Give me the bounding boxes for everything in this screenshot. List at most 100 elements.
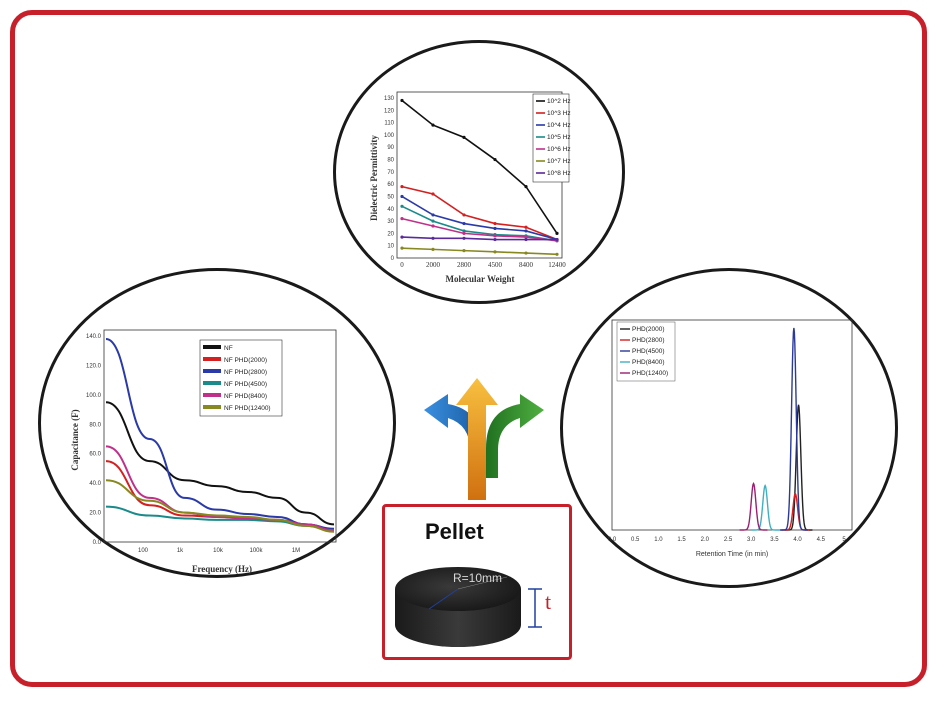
top-data-point (462, 229, 466, 233)
top-data-point (400, 185, 404, 189)
top-data-point (493, 234, 497, 238)
top-data-point (431, 192, 435, 196)
top-data-point (400, 204, 404, 208)
top-x-tick: 12400 (548, 261, 566, 269)
top-series-line (401, 99, 558, 234)
right-x-axis-label: Retention Time (in min) (696, 551, 768, 558)
top-x-tick: 8400 (519, 261, 534, 269)
top-legend-label: 10^3 Hz (547, 110, 571, 117)
left-legend-swatch (203, 357, 221, 361)
top-y-tick: 120 (384, 108, 395, 114)
left-legend-label: NF PHD(2000) (224, 357, 267, 364)
top-x-axis-label: Molecular Weight (446, 274, 515, 284)
right-circle (560, 268, 898, 588)
top-data-point (493, 237, 497, 242)
left-legend-label: NF PHD(12400) (224, 405, 271, 412)
left-legend-label: NF PHD(8400) (224, 393, 267, 400)
top-y-tick: 80 (387, 158, 394, 164)
left-x-axis-label: Frequency (Hz) (192, 564, 252, 574)
right-legend-label: PHD(2000) (632, 326, 665, 333)
radius-label: R=10mm (453, 571, 503, 585)
top-legend-label: 10^2 Hz (547, 98, 571, 105)
top-y-tick: 110 (384, 121, 394, 127)
top-data-point (400, 98, 404, 103)
right-plot-frame (611, 319, 853, 531)
left-x-tick: 10k (213, 548, 224, 554)
thickness-bracket-icon (528, 588, 542, 628)
top-y-tick: 100 (384, 133, 395, 139)
top-data-point (524, 185, 528, 189)
left-series-line (105, 445, 335, 532)
top-legend-label: 10^8 Hz (547, 170, 571, 177)
top-data-point (431, 213, 435, 217)
top-legend-label: 10^4 Hz (547, 122, 571, 129)
top-y-tick: 50 (387, 194, 394, 200)
right-x-tick: 3.0 (747, 537, 756, 543)
top-series-line (401, 205, 558, 242)
top-data-point (524, 225, 528, 229)
left-legend-swatch (203, 369, 221, 373)
left-x-tick: 100k (249, 548, 263, 554)
top-data-point (431, 247, 435, 251)
top-y-tick: 40 (387, 207, 394, 213)
left-y-tick: 40.0 (89, 481, 101, 487)
left-legend-box (199, 339, 283, 417)
left-y-axis-label: Capacitance (F) (70, 409, 80, 470)
top-data-point (462, 135, 466, 139)
top-series-line (401, 247, 558, 256)
top-y-tick: 0 (391, 256, 395, 262)
top-data-point (524, 237, 528, 242)
left-legend-swatch (203, 381, 221, 385)
left-y-tick: 140.0 (86, 334, 102, 340)
left-plot-frame (103, 329, 337, 543)
top-data-point (462, 249, 466, 253)
right-x-tick: 2.5 (724, 537, 733, 543)
top-data-point (493, 250, 497, 254)
top-data-point (400, 194, 404, 199)
pellet-disk-illustration (395, 567, 521, 647)
right-x-tick: 5 (842, 537, 846, 543)
right-series-peak (751, 484, 780, 531)
top-data-point (400, 246, 404, 250)
top-series-line (401, 236, 557, 241)
top-x-tick: 0 (400, 261, 404, 269)
right-legend-label: PHD(2800) (632, 337, 665, 344)
left-series-line (105, 401, 335, 526)
left-y-tick: 0.0 (93, 540, 102, 546)
right-legend-label: PHD(12400) (632, 370, 668, 377)
top-data-point (524, 235, 528, 239)
top-legend-label: 10^5 Hz (547, 134, 571, 141)
top-data-point (400, 235, 404, 239)
top-data-point (493, 221, 497, 226)
top-series-line (401, 195, 558, 241)
right-series-peak (739, 481, 768, 531)
top-data-point (524, 251, 528, 255)
right-x-tick: 2.0 (701, 537, 710, 543)
top-x-tick: 4500 (488, 261, 503, 269)
top-data-point (493, 157, 497, 162)
top-legend-label: 10^6 Hz (547, 146, 571, 153)
right-x-tick: 3.5 (770, 537, 779, 543)
top-data-point (524, 229, 528, 233)
top-data-point (462, 213, 466, 217)
right-x-tick: 1.5 (677, 537, 686, 543)
top-data-point (493, 226, 497, 231)
top-y-tick: 20 (387, 231, 394, 237)
top-legend-box (532, 93, 570, 183)
right-series-peak (779, 327, 808, 531)
top-x-tick: 2800 (457, 261, 472, 269)
left-series-line (105, 479, 335, 533)
left-y-tick: 20.0 (89, 511, 101, 517)
top-legend-label: 10^7 Hz (547, 158, 571, 165)
top-data-point (431, 224, 435, 228)
top-data-point (555, 237, 559, 242)
top-y-tick: 30 (387, 219, 394, 225)
right-x-tick: 1.0 (654, 537, 663, 543)
top-circle (333, 40, 625, 304)
top-series-line (401, 217, 558, 242)
left-legend-swatch (203, 345, 221, 349)
right-legend-label: PHD(4500) (632, 348, 665, 355)
left-y-tick: 60.0 (89, 452, 101, 458)
